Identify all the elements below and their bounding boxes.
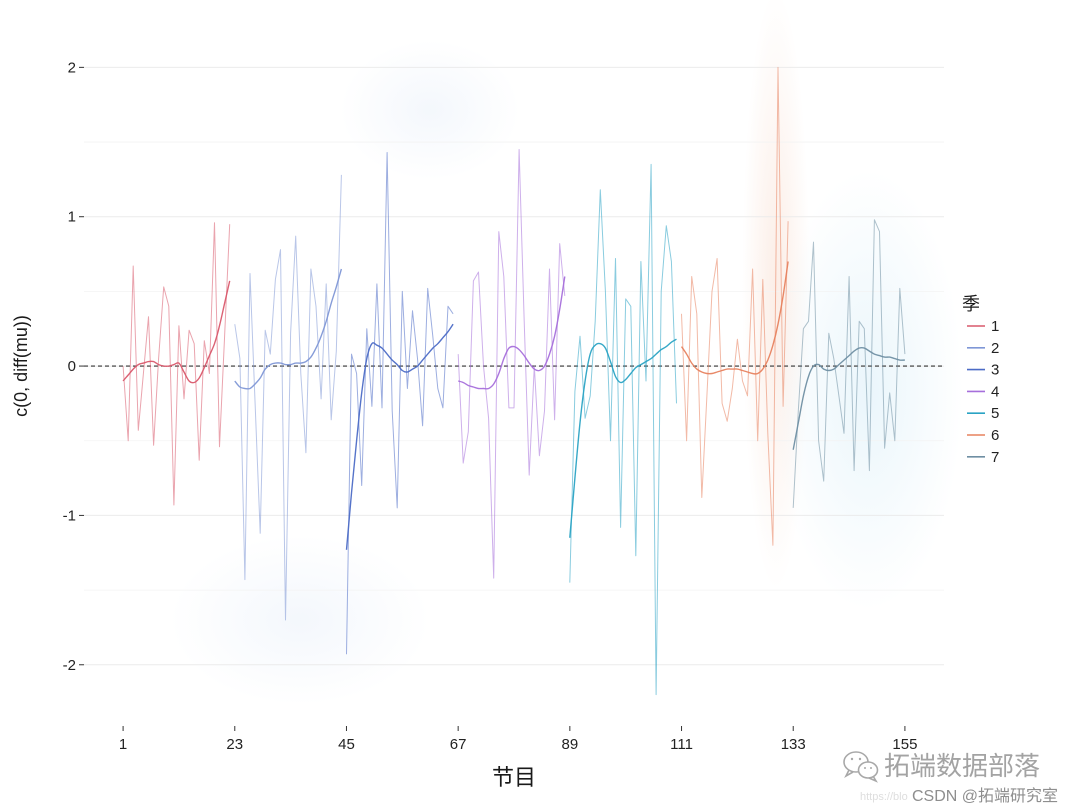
series-1-smooth-line bbox=[122, 280, 231, 384]
x-tick-label: 155 bbox=[892, 736, 917, 753]
series-2-raw-line bbox=[234, 174, 342, 621]
series-5-raw-line bbox=[569, 163, 677, 696]
x-tick-label: 23 bbox=[226, 736, 243, 753]
series-4-smooth-line bbox=[458, 276, 566, 390]
legend-label-5: 5 bbox=[991, 405, 999, 422]
background-glows bbox=[170, 0, 963, 705]
series-7-smooth-line bbox=[792, 347, 905, 450]
legend-item-4: 4 bbox=[967, 383, 999, 400]
y-tick-label: 0 bbox=[68, 358, 76, 375]
series-7-raw-line bbox=[792, 219, 906, 508]
legend: 季 1 2 3 4 5 6 7 bbox=[962, 294, 999, 466]
y-tick-label: 2 bbox=[68, 59, 76, 76]
legend-label-2: 2 bbox=[991, 340, 999, 357]
legend-label-4: 4 bbox=[991, 383, 999, 400]
series-5 bbox=[569, 163, 677, 696]
series-3-raw-line bbox=[346, 152, 454, 655]
legend-item-5: 5 bbox=[967, 405, 999, 422]
glow-blue-area bbox=[773, 170, 963, 610]
y-axis: -2 -1 0 1 2 bbox=[63, 59, 84, 674]
x-tick-label: 111 bbox=[670, 736, 693, 753]
legend-label-1: 1 bbox=[991, 318, 999, 335]
legend-item-7: 7 bbox=[967, 449, 999, 466]
x-axis-title: 节目 bbox=[492, 765, 536, 790]
series-2 bbox=[234, 174, 343, 621]
legend-item-6: 6 bbox=[967, 427, 999, 444]
series-1 bbox=[122, 222, 231, 506]
legend-item-2: 2 bbox=[967, 340, 999, 357]
y-tick-label: 1 bbox=[68, 209, 76, 226]
y-tick-label: -2 bbox=[63, 657, 76, 674]
series-6 bbox=[680, 66, 789, 546]
series-layer bbox=[122, 66, 906, 696]
glow-pale-area bbox=[170, 535, 430, 705]
x-tick-label: 45 bbox=[338, 736, 355, 753]
wechat-icon bbox=[843, 751, 879, 783]
legend-label-7: 7 bbox=[991, 449, 999, 466]
legend-item-1: 1 bbox=[967, 318, 999, 335]
series-1-raw-line bbox=[122, 222, 231, 506]
x-tick-label: 67 bbox=[450, 736, 467, 753]
watermark-url: https://blo bbox=[860, 791, 908, 803]
x-tick-label: 89 bbox=[562, 736, 579, 753]
series-6-smooth-line bbox=[680, 261, 789, 375]
glow-pale-area-top bbox=[340, 40, 520, 180]
legend-label-3: 3 bbox=[991, 362, 999, 379]
series-6-raw-line bbox=[681, 66, 789, 546]
y-axis-title: c(0, diff(mu)) bbox=[11, 315, 31, 417]
watermark-brand: 拓端数据部落 bbox=[884, 751, 1040, 781]
legend-label-6: 6 bbox=[991, 427, 999, 444]
legend-title: 季 bbox=[962, 294, 980, 314]
series-5-smooth-line bbox=[569, 338, 677, 538]
series-7 bbox=[792, 219, 906, 508]
series-2-smooth-line bbox=[234, 268, 343, 390]
x-axis: 1 23 45 67 89 111 133 155 bbox=[119, 726, 917, 753]
series-4-raw-line bbox=[457, 149, 566, 579]
watermark: 拓端数据部落 https://blo CSDN @拓端研究室 bbox=[843, 751, 1058, 805]
watermark-csdn: CSDN @拓端研究室 bbox=[912, 787, 1058, 805]
series-3 bbox=[345, 152, 454, 655]
x-tick-label: 1 bbox=[119, 736, 127, 753]
y-tick-label: -1 bbox=[63, 507, 76, 524]
legend-item-3: 3 bbox=[967, 362, 999, 379]
series-3-smooth-line bbox=[345, 323, 454, 550]
x-tick-label: 133 bbox=[781, 736, 806, 753]
series-4 bbox=[457, 149, 566, 579]
